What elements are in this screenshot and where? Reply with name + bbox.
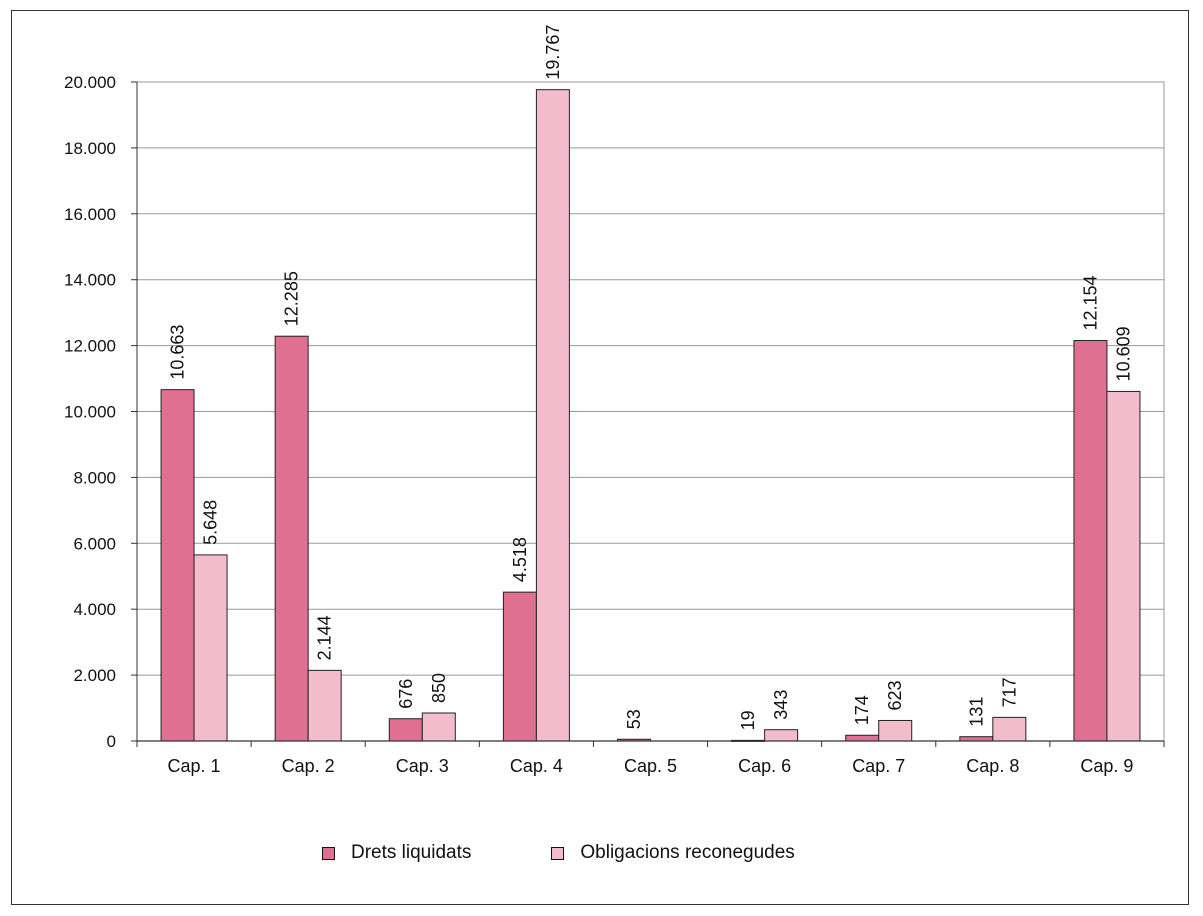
data-label: 174 — [852, 695, 872, 725]
legend-swatch-drets — [322, 846, 335, 860]
data-labels: 10.663 12.285 676 4.518 53 19 174 131 12.154 5.64… — [168, 25, 1134, 731]
x-tick-label: Cap. 3 — [396, 756, 449, 776]
data-label: 19.767 — [543, 25, 563, 80]
chart-frame — [11, 10, 1189, 905]
x-tick-label: Cap. 8 — [966, 756, 1019, 776]
y-tick-label: 2.000 — [73, 666, 116, 685]
data-label: 10.609 — [1113, 326, 1133, 381]
y-tick-label: 6.000 — [73, 534, 116, 553]
bar-series-0 — [959, 736, 994, 742]
bar-series-0 — [1073, 340, 1108, 742]
data-label: 4.518 — [510, 537, 530, 582]
y-tick-label: 10.000 — [64, 403, 116, 422]
x-tick-label: Cap. 7 — [852, 756, 905, 776]
y-tick-label: 18.000 — [64, 139, 116, 158]
y-tick-label: 8.000 — [73, 468, 116, 487]
legend: Drets liquidats Obligacions reconegudes — [322, 842, 875, 864]
x-tick-label: Cap. 2 — [282, 756, 335, 776]
y-tick-label: 20.000 — [64, 73, 116, 92]
x-tick-label: Cap. 1 — [168, 756, 221, 776]
data-label: 717 — [999, 677, 1019, 707]
legend-swatch-obligacions — [551, 846, 565, 860]
y-tick-label: 0 — [107, 732, 116, 751]
bar-series-1 — [307, 669, 342, 742]
data-label: 53 — [624, 709, 644, 729]
bar-series-1 — [421, 712, 456, 742]
gridlines — [136, 81, 1165, 742]
bar-series-1 — [764, 729, 799, 742]
x-tick-label: Cap. 9 — [1080, 756, 1133, 776]
data-label: 623 — [885, 680, 905, 710]
data-label: 19 — [738, 710, 758, 730]
bar-series-1 — [535, 89, 570, 742]
y-tick-label: 4.000 — [73, 600, 116, 619]
x-tick-label: Cap. 4 — [510, 756, 563, 776]
data-label: 343 — [771, 690, 791, 720]
bar-series-1 — [1106, 390, 1141, 742]
bar-series-0 — [160, 389, 195, 742]
data-label: 12.285 — [282, 271, 302, 326]
axes: 0 2.000 4.000 6.000 8.000 10.000 12.000 14.000 1… — [64, 73, 1165, 776]
legend-item-drets: Drets liquidats — [322, 842, 471, 864]
bar-series-0 — [388, 718, 423, 742]
data-label: 10.663 — [168, 325, 188, 380]
data-label: 850 — [429, 673, 449, 703]
data-label: 2.144 — [315, 615, 335, 660]
y-tick-label: 12.000 — [64, 337, 116, 356]
bars — [160, 89, 1141, 742]
bar-series-1 — [193, 554, 228, 742]
bar-series-0 — [502, 591, 537, 742]
data-label: 131 — [966, 697, 986, 727]
bar-series-0 — [845, 734, 880, 742]
data-label: 12.154 — [1080, 275, 1100, 330]
bar-series-1 — [878, 719, 913, 742]
data-label: 676 — [396, 679, 416, 709]
bar-series-1 — [992, 716, 1027, 742]
x-tick-label: Cap. 6 — [738, 756, 791, 776]
x-tick-label: Cap. 5 — [624, 756, 677, 776]
legend-item-obligacions: Obligacions reconegudes — [551, 842, 795, 864]
legend-label-drets: Drets liquidats — [351, 842, 472, 863]
y-tick-label: 14.000 — [64, 271, 116, 290]
y-tick-label: 16.000 — [64, 205, 116, 224]
data-label: 5.648 — [201, 500, 221, 545]
bar-series-0 — [274, 335, 309, 742]
legend-label-obligacions: Obligacions reconegudes — [580, 842, 795, 863]
